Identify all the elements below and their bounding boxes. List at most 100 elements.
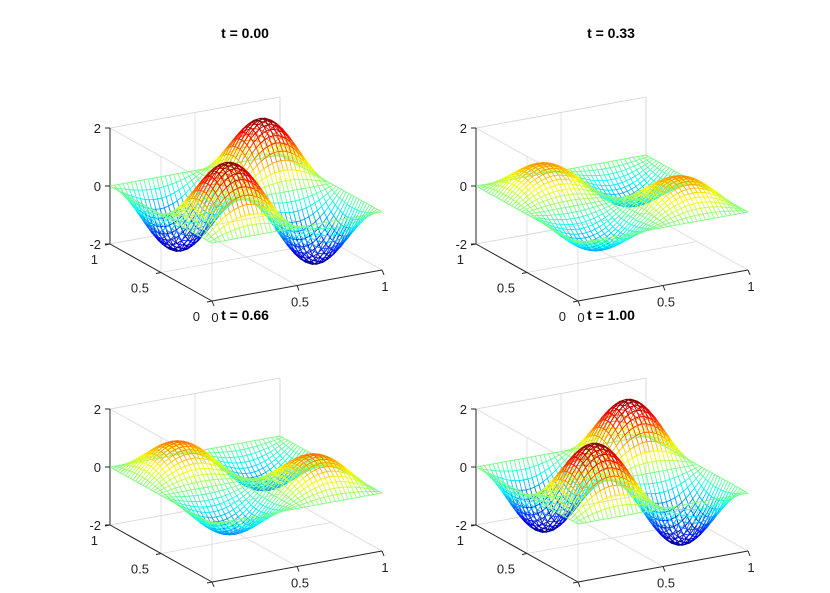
mesh-segment xyxy=(601,168,607,170)
mesh-segment xyxy=(327,206,332,213)
mesh-segment xyxy=(206,236,212,241)
mesh-segment xyxy=(138,212,144,221)
mesh-segment xyxy=(251,223,257,226)
mesh-segment xyxy=(590,228,596,232)
mesh-segment xyxy=(275,140,281,147)
mesh-segment xyxy=(190,238,196,242)
mesh-segment xyxy=(223,154,229,164)
mesh-segment xyxy=(577,233,583,235)
mesh-segment xyxy=(203,165,210,171)
mesh-segment xyxy=(552,191,557,198)
mesh-segment xyxy=(572,223,578,225)
mesh-segment xyxy=(187,208,192,217)
mesh-segment xyxy=(596,197,600,202)
mesh-segment xyxy=(167,225,173,230)
mesh-segment xyxy=(211,241,217,244)
mesh-segment xyxy=(532,209,536,214)
mesh-segment xyxy=(144,210,150,220)
mesh-segment xyxy=(595,175,599,182)
mesh-segment xyxy=(132,198,136,201)
mesh-segment xyxy=(283,190,289,193)
mesh-segment xyxy=(241,132,247,141)
surface-mesh xyxy=(109,117,383,265)
mesh-segment xyxy=(592,197,596,203)
mesh-segment xyxy=(598,162,604,164)
mesh-segment xyxy=(603,174,608,181)
mesh-segment xyxy=(572,223,576,230)
mesh-segment xyxy=(186,235,190,242)
mesh-segment xyxy=(339,201,346,212)
mesh-segment xyxy=(637,155,643,158)
mesh-segment xyxy=(120,188,126,190)
mesh-segment xyxy=(570,229,575,235)
mesh-segment xyxy=(634,173,640,177)
mesh-segment xyxy=(614,165,620,168)
mesh-segment xyxy=(265,130,270,138)
mesh-segment xyxy=(516,205,522,210)
mesh-segment xyxy=(274,172,278,184)
mesh-segment xyxy=(645,169,651,174)
mesh-segment xyxy=(250,132,256,139)
mesh-segment xyxy=(548,167,554,170)
mesh-segment xyxy=(308,213,314,218)
mesh-segment xyxy=(286,201,292,203)
mesh-segment xyxy=(243,146,248,155)
mesh-segment xyxy=(241,139,245,143)
mesh-segment xyxy=(654,169,661,175)
mesh-segment xyxy=(569,218,574,225)
mesh-segment xyxy=(240,126,246,134)
mesh-segment xyxy=(180,192,187,198)
mesh-segment xyxy=(181,200,187,208)
mesh-segment xyxy=(150,188,156,190)
mesh-segment xyxy=(199,172,204,176)
mesh-segment xyxy=(254,122,258,126)
mesh-segment xyxy=(212,228,216,234)
mesh-segment xyxy=(629,165,635,169)
mesh-segment xyxy=(294,200,299,212)
mesh-segment xyxy=(181,171,187,174)
mesh-segment xyxy=(191,207,196,210)
mesh-segment xyxy=(253,134,257,141)
mesh-segment xyxy=(246,204,250,215)
mesh-segment xyxy=(226,151,231,159)
mesh-segment xyxy=(130,181,135,191)
y-tick-label: 1 xyxy=(91,252,98,267)
mesh-segment xyxy=(618,165,622,172)
mesh-segment xyxy=(552,190,559,193)
mesh-segment xyxy=(127,195,131,198)
mesh-segment xyxy=(163,213,169,217)
mesh-segment xyxy=(159,231,165,238)
mesh-segment xyxy=(333,215,337,220)
mesh-segment xyxy=(330,211,335,217)
mesh-segment xyxy=(568,194,572,201)
mesh-segment xyxy=(588,170,593,177)
mesh-segment xyxy=(592,169,598,171)
mesh-segment xyxy=(229,139,235,148)
mesh-segment xyxy=(158,187,163,199)
mesh-segment xyxy=(304,216,310,220)
mesh-segment xyxy=(639,157,645,160)
mesh-segment xyxy=(538,201,544,204)
mesh-segment xyxy=(589,217,595,221)
mesh-segment xyxy=(126,181,132,184)
mesh-segment xyxy=(179,243,185,248)
mesh-segment xyxy=(631,171,636,177)
mesh-segment xyxy=(577,166,583,168)
mesh-segment xyxy=(586,230,592,234)
mesh-segment xyxy=(163,184,169,188)
mesh-segment xyxy=(637,161,644,165)
mesh-segment xyxy=(244,122,250,128)
mesh-segment xyxy=(624,186,628,192)
mesh-segment xyxy=(614,193,620,195)
mesh-segment xyxy=(618,164,624,167)
mesh-segment xyxy=(245,127,251,134)
mesh-segment xyxy=(167,184,171,196)
mesh-segment xyxy=(177,173,182,181)
mesh-segment xyxy=(268,185,272,195)
mesh-segment xyxy=(166,234,172,240)
mesh-segment xyxy=(648,161,653,165)
mesh-segment xyxy=(543,183,547,190)
mesh-segment xyxy=(597,204,603,207)
mesh-segment xyxy=(195,183,201,192)
mesh-segment xyxy=(177,172,183,175)
